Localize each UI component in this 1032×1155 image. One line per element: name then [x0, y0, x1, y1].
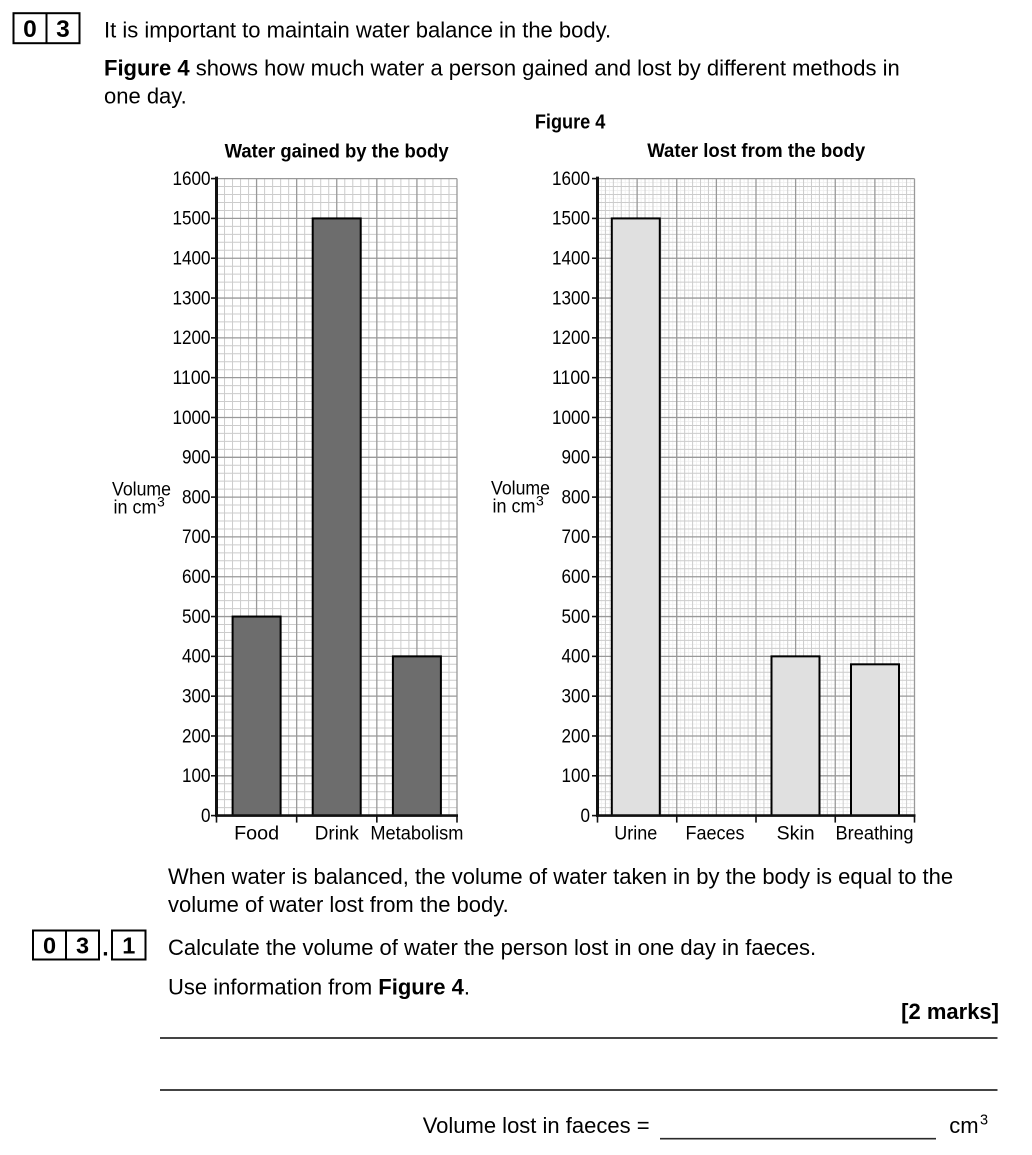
svg-text:Volume: Volume [491, 479, 550, 500]
svg-text:1300: 1300 [173, 288, 211, 309]
svg-text:Water gained by the body: Water gained by the body [225, 141, 449, 163]
svg-text:It is important to maintain wa: It is important to maintain water balanc… [104, 18, 611, 43]
svg-text:300: 300 [562, 686, 591, 707]
svg-text:Volume: Volume [112, 480, 171, 501]
svg-text:800: 800 [182, 487, 211, 508]
svg-text:900: 900 [562, 448, 591, 469]
svg-text:300: 300 [182, 686, 211, 707]
svg-text:.: . [102, 935, 108, 961]
svg-text:1300: 1300 [552, 288, 590, 309]
svg-text:Use information from Figure 4.: Use information from Figure 4. [168, 975, 470, 1000]
svg-text:600: 600 [562, 567, 591, 588]
svg-text:3: 3 [56, 16, 70, 43]
svg-text:800: 800 [562, 487, 591, 508]
svg-text:Metabolism: Metabolism [370, 824, 463, 845]
svg-text:Faeces: Faeces [686, 824, 745, 845]
svg-text:[2 marks]: [2 marks] [901, 999, 999, 1024]
svg-text:1500: 1500 [552, 209, 590, 230]
svg-text:Figure 4: Figure 4 [535, 111, 606, 133]
svg-text:volume of water lost from the: volume of water lost from the body. [168, 892, 509, 917]
svg-text:Breathing: Breathing [836, 824, 914, 845]
svg-text:100: 100 [562, 766, 591, 787]
svg-text:When water is balanced, the vo: When water is balanced, the volume of wa… [168, 864, 953, 889]
svg-text:1: 1 [122, 933, 135, 959]
svg-text:in cm: in cm [114, 498, 157, 519]
svg-text:1000: 1000 [552, 408, 590, 429]
svg-text:500: 500 [182, 607, 211, 628]
svg-text:100: 100 [182, 766, 211, 787]
svg-text:700: 700 [182, 527, 211, 548]
svg-text:1100: 1100 [173, 368, 211, 389]
svg-text:0: 0 [43, 933, 56, 959]
svg-text:Drink: Drink [315, 824, 359, 845]
svg-text:200: 200 [182, 726, 211, 747]
svg-text:Figure 4 shows how much water: Figure 4 shows how much water a person g… [104, 56, 900, 81]
svg-text:1400: 1400 [552, 249, 590, 270]
svg-text:1200: 1200 [173, 328, 211, 349]
svg-text:Food: Food [234, 824, 279, 845]
svg-text:cm: cm [949, 1113, 978, 1138]
svg-text:400: 400 [562, 647, 591, 668]
svg-text:400: 400 [182, 647, 211, 668]
svg-text:0: 0 [201, 806, 211, 827]
svg-text:900: 900 [182, 448, 211, 469]
svg-text:0: 0 [23, 16, 37, 43]
svg-text:3: 3 [157, 494, 165, 510]
svg-text:1400: 1400 [173, 249, 211, 270]
svg-text:1000: 1000 [173, 408, 211, 429]
svg-text:Water lost from the body: Water lost from the body [647, 140, 865, 162]
svg-text:3: 3 [980, 1113, 988, 1129]
svg-text:1200: 1200 [552, 328, 590, 349]
svg-text:one day.: one day. [104, 84, 187, 109]
svg-text:in cm: in cm [493, 497, 536, 518]
svg-text:1100: 1100 [552, 368, 590, 389]
svg-text:200: 200 [562, 726, 591, 747]
svg-text:Urine: Urine [614, 824, 657, 845]
svg-text:1500: 1500 [173, 209, 211, 230]
svg-text:700: 700 [562, 527, 591, 548]
svg-text:500: 500 [562, 607, 591, 628]
svg-text:600: 600 [182, 567, 211, 588]
svg-text:3: 3 [536, 493, 544, 509]
svg-text:Volume lost in faeces =: Volume lost in faeces = [423, 1113, 650, 1138]
svg-text:0: 0 [581, 806, 591, 827]
svg-text:1600: 1600 [552, 169, 590, 190]
svg-text:3: 3 [76, 933, 89, 959]
svg-text:Calculate the volume of water: Calculate the volume of water the person… [168, 935, 816, 960]
svg-text:Skin: Skin [777, 824, 815, 845]
svg-text:1600: 1600 [173, 169, 211, 190]
